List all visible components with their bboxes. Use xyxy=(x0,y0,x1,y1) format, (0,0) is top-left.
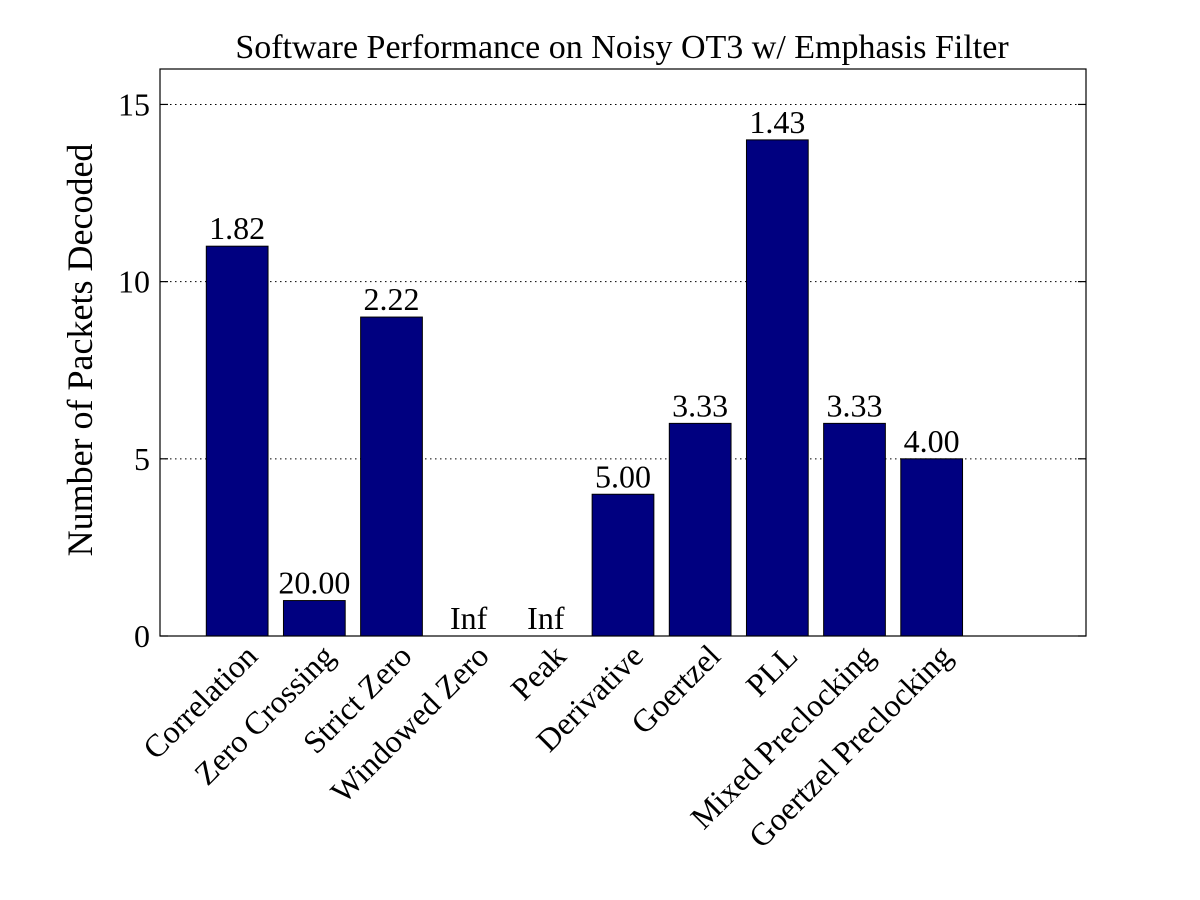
bar xyxy=(900,458,964,637)
bar xyxy=(282,600,346,637)
y-axis-title: Number of Packets Decoded xyxy=(60,144,100,557)
bar xyxy=(205,245,269,637)
gridlines xyxy=(160,103,1086,460)
data-label: 4.00 xyxy=(904,423,960,459)
data-label: 3.33 xyxy=(827,387,883,423)
chart-title: Software Performance on Noisy OT3 w/ Emp… xyxy=(235,29,1009,66)
y-tick-label: 10 xyxy=(118,264,150,300)
y-tick-label: 0 xyxy=(134,618,150,654)
data-label: 1.43 xyxy=(749,104,805,140)
data-label: 3.33 xyxy=(672,387,728,423)
plot-area-frame xyxy=(159,68,1087,637)
data-labels: 1.82 20.00 2.22 Inf Inf 5.00 3.33 1.43 3.33 4.00 xyxy=(209,104,960,636)
data-label: 5.00 xyxy=(595,458,651,494)
bars xyxy=(205,139,964,637)
data-label: Inf xyxy=(527,600,565,636)
data-label: 2.22 xyxy=(364,281,420,317)
y-axis-ticks: 0 5 10 15 xyxy=(118,86,1086,654)
bar xyxy=(823,422,886,637)
data-label: Inf xyxy=(450,600,488,636)
y-tick-label: 15 xyxy=(118,86,150,122)
data-label: 1.82 xyxy=(209,210,265,246)
bar xyxy=(745,139,809,637)
bar xyxy=(591,493,655,637)
data-label: 20.00 xyxy=(278,565,350,601)
y-tick-label: 5 xyxy=(134,441,150,477)
x-tick-label: Peak xyxy=(503,637,572,706)
x-tick-label: PLL xyxy=(739,637,805,703)
bar xyxy=(668,422,732,637)
bar xyxy=(360,316,423,637)
